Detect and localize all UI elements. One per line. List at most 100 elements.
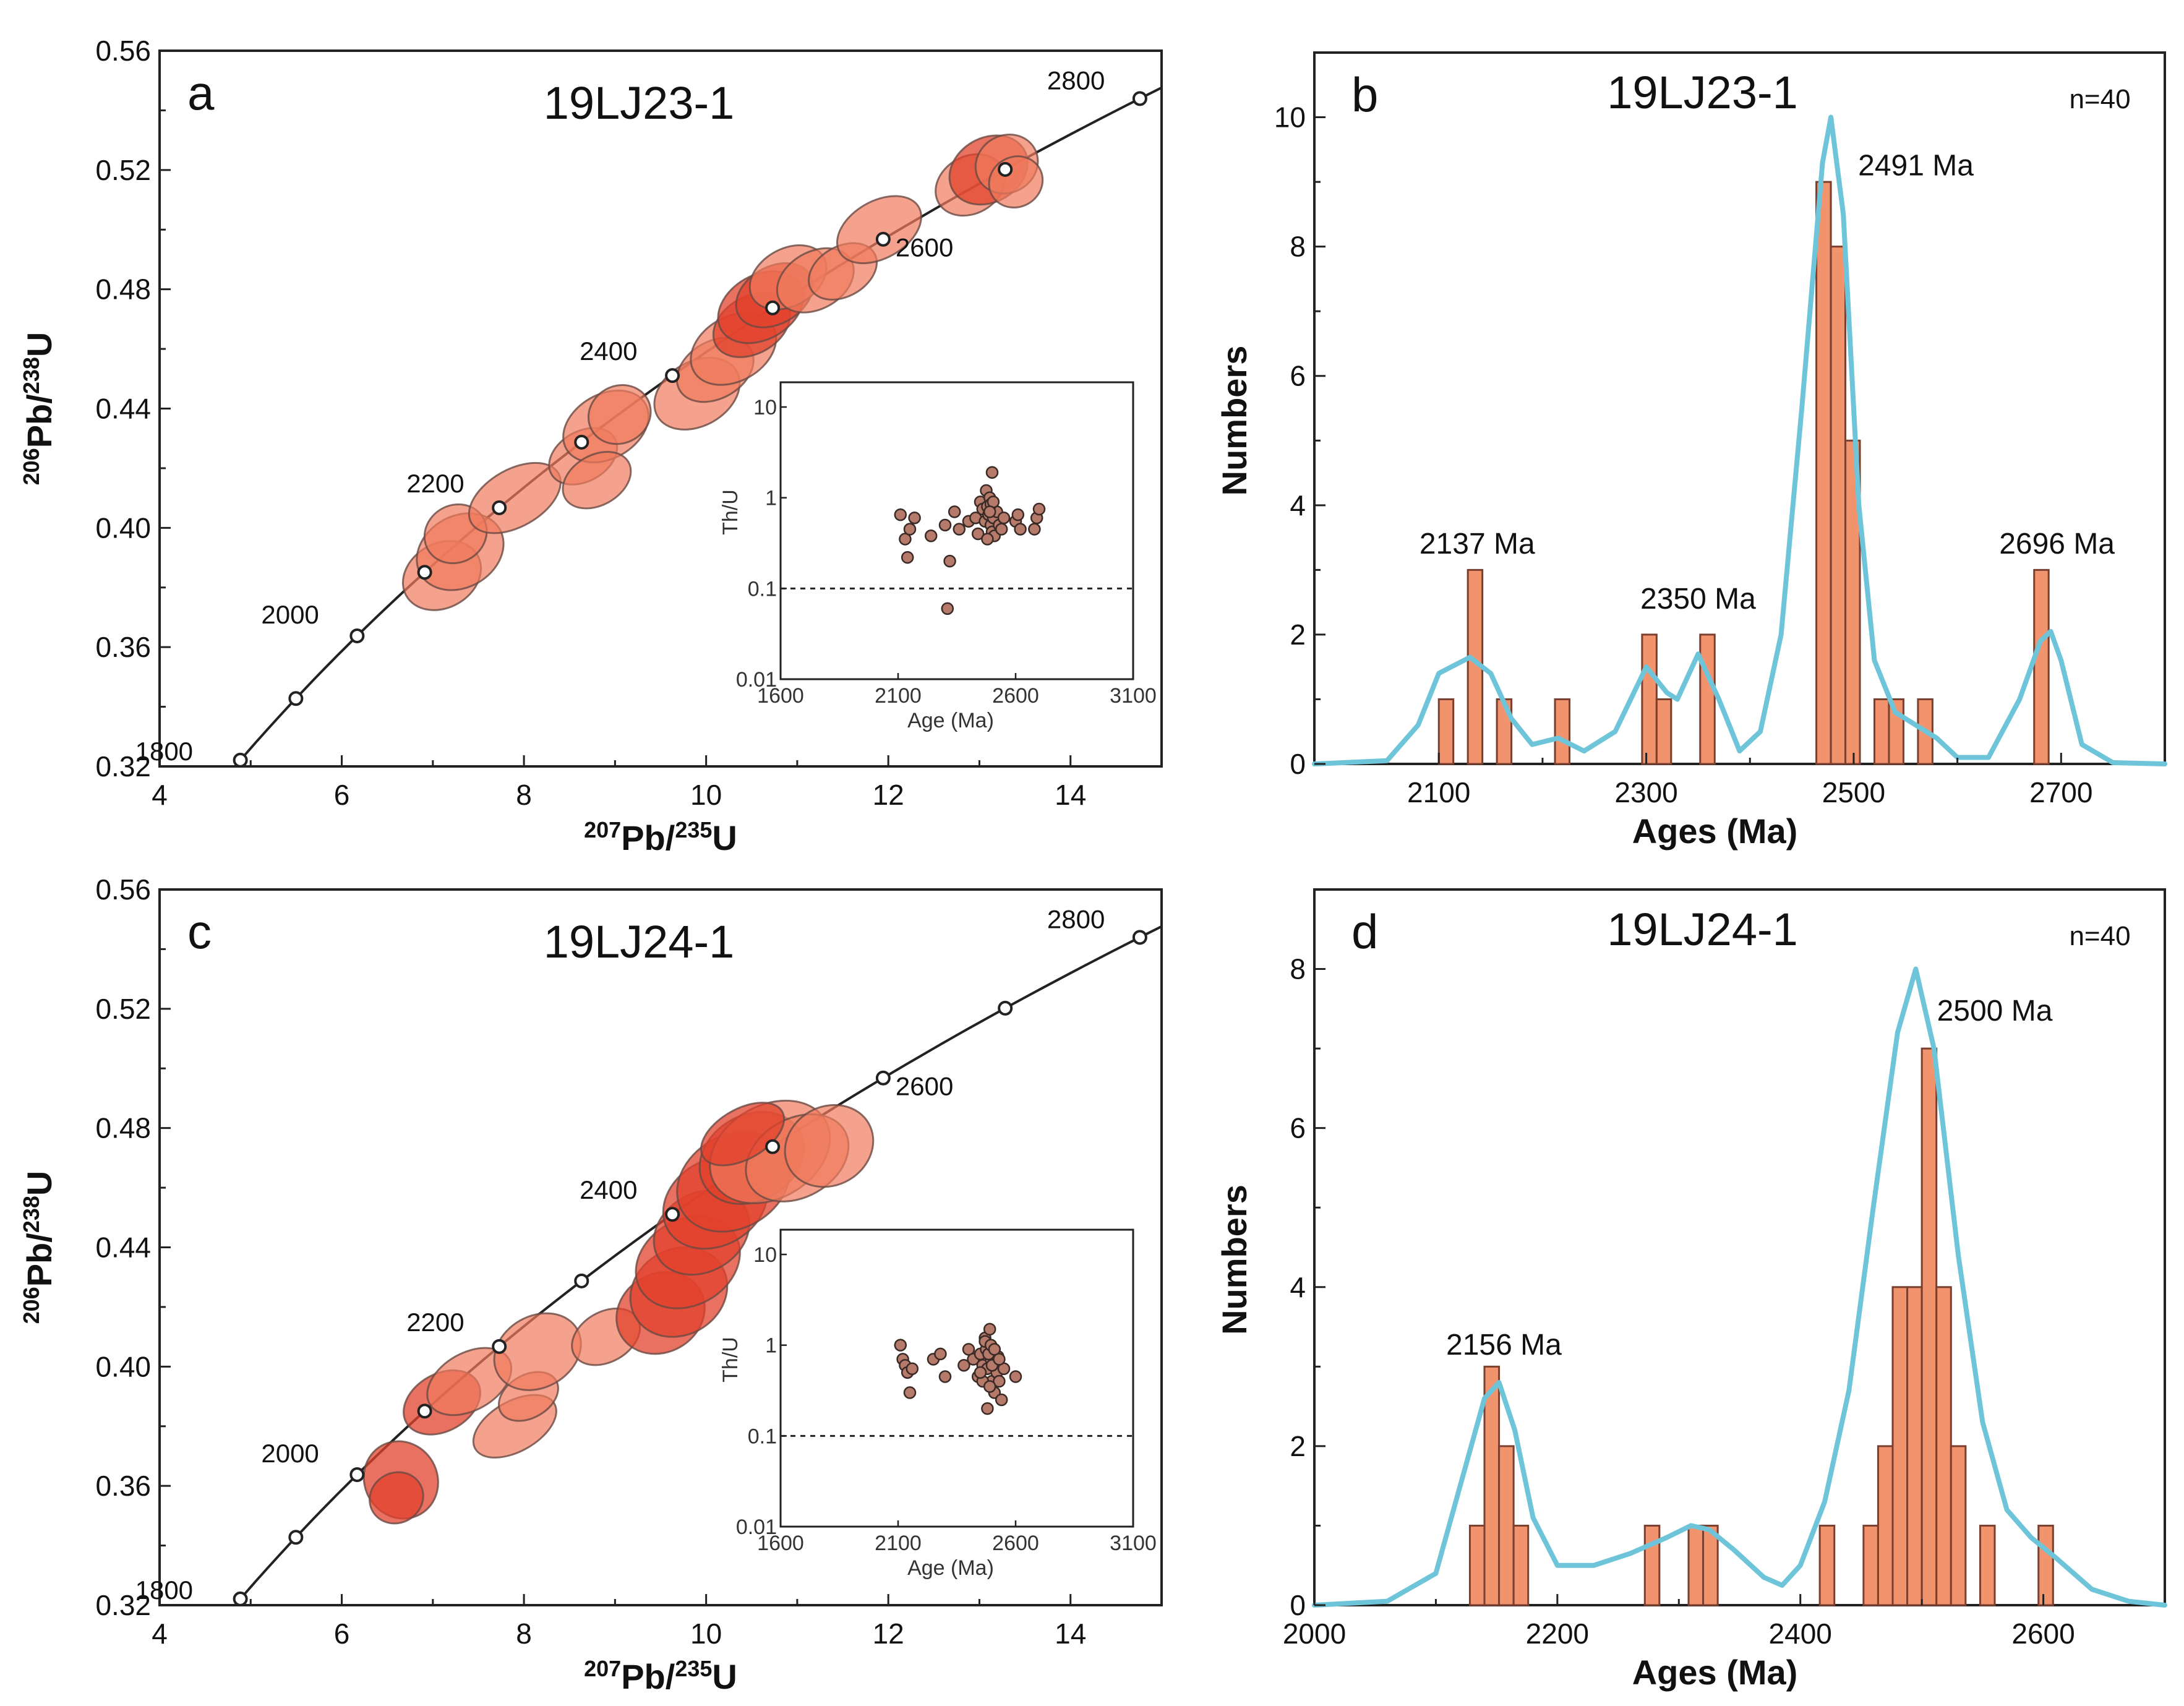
age-marker xyxy=(998,1000,1013,1016)
concordia-age-label: 2000 xyxy=(261,1439,319,1468)
x-axis-label: 207Pb/235U xyxy=(584,817,737,857)
error-ellipse xyxy=(587,384,652,445)
histogram-bar xyxy=(1906,1286,1923,1606)
sample-count-label: n=40 xyxy=(2069,921,2130,951)
inset-y-tick-label: 0.1 xyxy=(748,1425,777,1448)
y-tick-label: 2 xyxy=(1290,619,1306,651)
inset-x-label: Age (Ma) xyxy=(907,1556,994,1580)
kde-curve xyxy=(1312,966,2167,1608)
panel-a-concordia: 4 6 8 10 12 14 0.32 0.36 0.40 0.44 0.48 0.52 0.56 207… xyxy=(19,35,1163,857)
x-tick-label: 2000 xyxy=(1283,1618,1346,1650)
age-marker xyxy=(998,161,1013,177)
y-tick-label: 0.56 xyxy=(95,35,151,67)
inset-y-label: Th/U xyxy=(719,1337,742,1382)
inset-data-point xyxy=(985,466,999,479)
y-tick-label: 0.32 xyxy=(95,1589,151,1621)
axis-label-superscript: 235 xyxy=(675,817,712,842)
panel-title: 19LJ23-1 xyxy=(544,77,735,129)
histogram-bar xyxy=(2033,568,2050,765)
y-tick-label: 0.44 xyxy=(95,1232,151,1264)
sample-count-label: n=40 xyxy=(2069,84,2130,114)
age-marker xyxy=(875,1070,891,1086)
panel-d-histogram: 2000 2200 2400 2600 0 2 4 6 8 Ages (Ma) Numbers 215… xyxy=(1215,888,2167,1692)
histogram-bar xyxy=(1950,1445,1967,1606)
inset-data-point xyxy=(1028,523,1041,536)
age-marker xyxy=(417,565,432,580)
y-axis-label: 206Pb/238U xyxy=(19,1171,59,1324)
inset-y-label: Th/U xyxy=(719,489,742,535)
histogram-bar xyxy=(1877,1445,1894,1606)
inset-data-point xyxy=(995,1393,1008,1407)
inset-data-point xyxy=(997,511,1011,525)
histogram-bar xyxy=(1921,1047,1938,1606)
x-tick-label: 6 xyxy=(334,1618,350,1650)
age-marker xyxy=(665,368,680,384)
histogram-bar xyxy=(1702,1524,1719,1606)
inset-data-point xyxy=(899,533,912,546)
age-marker xyxy=(765,300,781,315)
age-marker xyxy=(574,1273,589,1288)
y-tick-label: 0.56 xyxy=(95,873,151,906)
inset-x-tick-label: 2100 xyxy=(875,1532,922,1555)
concordia-age-label: 2800 xyxy=(1047,904,1105,933)
y-tick-label: 10 xyxy=(1274,101,1306,134)
x-tick-label: 2500 xyxy=(1822,776,1885,808)
inset-data-point xyxy=(894,1339,907,1352)
inset-y-tick-label: 10 xyxy=(753,1243,777,1267)
kde-curve xyxy=(1312,114,2167,766)
peak-age-label: 2156 Ma xyxy=(1446,1329,1562,1361)
peak-age-label: 2500 Ma xyxy=(1937,995,2053,1027)
inset-data-point xyxy=(941,602,954,615)
y-tick-label: 4 xyxy=(1290,1271,1306,1303)
inset-x-label: Age (Ma) xyxy=(907,709,994,732)
age-marker xyxy=(765,1139,781,1154)
concordia-age-label: 2400 xyxy=(580,1175,637,1204)
concordia-age-label: 2400 xyxy=(580,336,637,366)
inset-data-point xyxy=(903,523,917,536)
inset-data-point xyxy=(1009,1370,1022,1383)
axis-label-superscript: 238 xyxy=(19,1196,44,1233)
inset-data-point xyxy=(983,1322,996,1336)
inset-data-point xyxy=(1014,523,1027,536)
age-marker xyxy=(349,1467,365,1483)
x-tick-label: 2400 xyxy=(1769,1618,1832,1650)
inset-data-point xyxy=(974,1366,987,1379)
y-tick-label: 6 xyxy=(1290,360,1306,392)
age-marker xyxy=(233,752,248,766)
histogram-bar xyxy=(1687,1524,1705,1606)
axis-label-superscript: 206 xyxy=(19,1287,44,1324)
inset-y-tick-label: 0.1 xyxy=(748,577,777,601)
panel-b-histogram: 2100 2300 2500 2700 0 2 4 6 8 10 Ages (Ma) Numbers 2… xyxy=(1215,51,2167,851)
inset-data-point xyxy=(1011,508,1025,521)
axis-label-part: U xyxy=(712,818,737,857)
x-tick-label: 10 xyxy=(690,1618,722,1650)
age-marker xyxy=(233,1591,248,1605)
inset-y-tick-label: 0.01 xyxy=(736,668,777,692)
y-tick-label: 8 xyxy=(1290,953,1306,985)
histogram-bar xyxy=(1498,1445,1515,1606)
histogram-bar xyxy=(1437,698,1455,765)
inset-data-point xyxy=(995,523,1008,536)
inset-data-point xyxy=(983,1380,996,1393)
inset-y-tick-label: 1 xyxy=(765,487,777,510)
concordia-age-label: 2600 xyxy=(896,233,953,262)
inset-data-point xyxy=(953,523,966,536)
inset-data-point xyxy=(993,1374,1006,1388)
axis-label-superscript: 207 xyxy=(584,1656,621,1681)
error-ellipse xyxy=(700,1102,786,1167)
y-tick-label: 0.52 xyxy=(95,154,151,186)
concordia-age-label: 1800 xyxy=(135,737,193,766)
x-tick-label: 14 xyxy=(1055,779,1086,811)
concordia-curve xyxy=(233,925,1162,1605)
inset-data-point xyxy=(894,508,907,521)
y-axis-label: Numbers xyxy=(1215,1185,1254,1335)
concordia-age-label: 2200 xyxy=(406,469,464,498)
age-marker xyxy=(665,1207,680,1222)
axis-label-superscript: 238 xyxy=(19,357,44,394)
y-tick-label: 0 xyxy=(1290,748,1306,780)
y-axis-label: Numbers xyxy=(1215,346,1254,496)
panel-letter: a xyxy=(187,66,215,120)
histogram-bar xyxy=(1830,246,1847,765)
peak-age-label: 2137 Ma xyxy=(1420,528,1535,560)
